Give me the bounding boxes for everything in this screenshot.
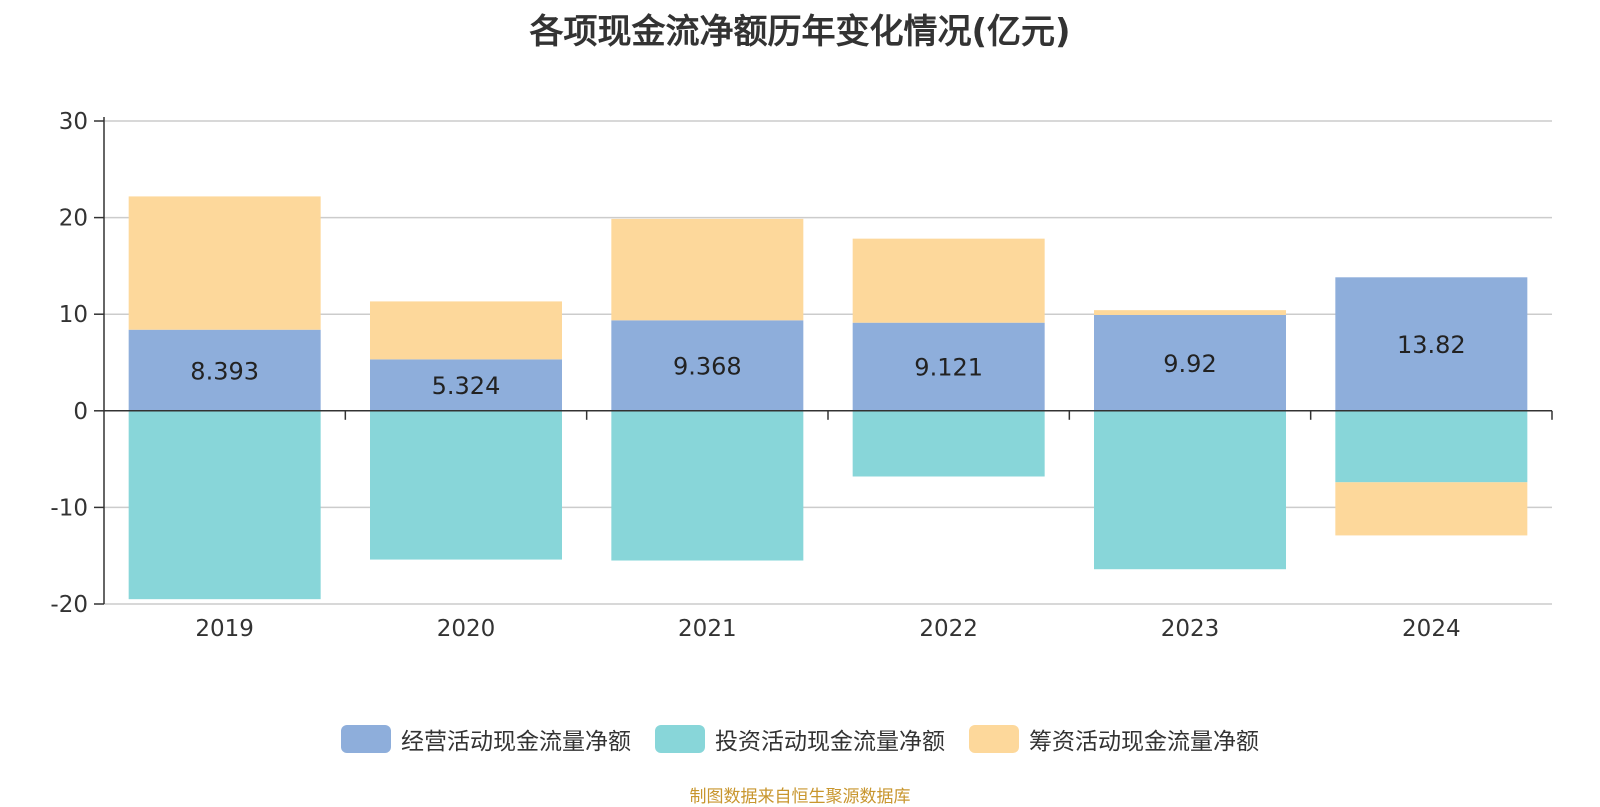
y-tick-label: 30 [59,109,88,135]
x-tick-label-2024: 2024 [1402,616,1461,642]
source-note: 制图数据来自恒生聚源数据库 [689,787,911,807]
legend-item-investing[interactable]: 投资活动现金流量净额 [655,722,945,756]
bar-2020-series-2 [370,301,562,360]
chart-title: 各项现金流净额历年变化情况(亿元) [529,12,1071,52]
bar-2020-series-0 [370,359,562,411]
stacked-bar-chart: 30 20 10 0 -10 -20 8.393 2019 5.324 2020 9.368 2021… [50,109,1553,642]
data-label-2021: 9.368 [673,353,742,381]
bar-2021-series-1 [611,410,804,561]
y-tick-label: 10 [59,302,88,328]
bar-2024-series-0 [1335,277,1528,411]
bar-2021-series-0 [611,320,804,411]
legend-item-operating[interactable]: 经营活动现金流量净额 [341,722,631,756]
y-tick-label: 0 [73,399,88,425]
bar-2021-series-2 [611,218,804,321]
bar-2022-series-0 [852,322,1045,411]
bar-2022-series-1 [852,410,1045,477]
bar-2019-series-1 [128,410,321,600]
data-label-2023: 9.92 [1163,350,1216,378]
legend: 经营活动现金流量净额 投资活动现金流量净额 筹资活动现金流量净额 [0,722,1600,756]
bar-2023-series-1 [1094,410,1286,570]
legend-swatch-financing [969,725,1019,753]
x-tick-label-2020: 2020 [437,616,496,642]
data-label-2024: 13.82 [1397,331,1466,359]
y-tick-label: -20 [50,592,88,618]
bar-2020-series-1 [370,410,562,560]
legend-label-financing: 筹资活动现金流量净额 [1029,729,1259,755]
data-label-2019: 8.393 [190,357,259,385]
legend-swatch-investing [655,725,705,753]
bar-2023-series-0 [1094,314,1286,411]
legend-swatch-operating [341,725,391,753]
bar-2024-series-1 [1335,410,1528,483]
legend-label-operating: 经营活动现金流量净额 [401,729,631,755]
x-tick-label-2021: 2021 [678,616,737,642]
data-label-2022: 9.121 [914,354,983,382]
y-tick-label: 20 [59,206,88,232]
bar-2019-series-2 [128,196,321,330]
bar-2023-series-2 [1094,310,1286,315]
x-tick-label-2019: 2019 [195,616,254,642]
legend-item-financing[interactable]: 筹资活动现金流量净额 [969,722,1259,756]
legend-label-investing: 投资活动现金流量净额 [715,729,945,755]
bar-2019-series-0 [128,329,321,411]
x-tick-label-2022: 2022 [919,616,978,642]
data-label-2020: 5.324 [432,372,501,400]
y-tick-label: -10 [50,495,88,521]
bar-2022-series-2 [852,238,1045,323]
bar-2024-series-2 [1335,482,1528,536]
x-tick-label-2023: 2023 [1161,616,1220,642]
